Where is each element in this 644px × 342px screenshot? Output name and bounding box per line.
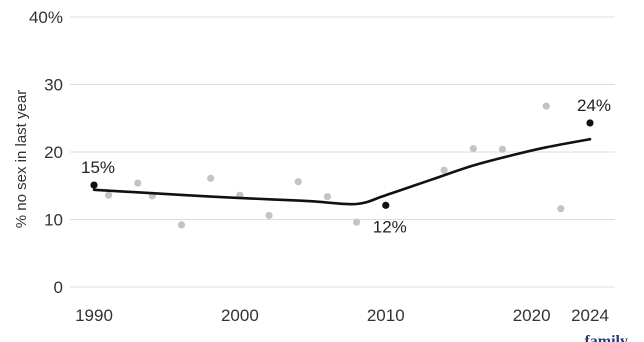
highlighted-points: [90, 119, 594, 209]
x-tick-label: 2010: [367, 306, 405, 325]
annotation-label: 12%: [373, 217, 407, 236]
y-tick-label: 30: [44, 76, 63, 95]
y-tick-label: 40%: [29, 8, 63, 27]
annotation-label: 24%: [577, 96, 611, 115]
data-point: [134, 179, 142, 187]
y-tick-label: 20: [44, 143, 63, 162]
data-point: [352, 218, 361, 226]
trend-line: [92, 137, 592, 206]
y-tick-label: 0: [54, 278, 63, 297]
x-tick-label: 2020: [513, 306, 551, 325]
y-axis-ticks: 0 10 20 30 40%: [29, 8, 63, 297]
x-axis-ticks: 1990 2000 2010 2020 2024: [75, 306, 609, 325]
data-point: [207, 174, 215, 182]
data-point: [177, 221, 186, 229]
highlight-point: [586, 119, 594, 127]
x-tick-label: 2000: [221, 306, 259, 325]
highlight-point: [90, 181, 98, 189]
data-point: [294, 178, 302, 186]
data-point: [440, 166, 448, 174]
x-tick-label: 2024: [571, 306, 609, 325]
data-point: [542, 102, 550, 110]
gridlines: [70, 16, 615, 288]
data-point: [498, 145, 507, 153]
highlight-point: [382, 201, 390, 209]
x-tick-label: 1990: [75, 306, 113, 325]
annotation-label: 15%: [81, 158, 115, 177]
data-point: [469, 145, 477, 153]
data-point: [557, 205, 565, 213]
annotations: 15% 12% 24%: [81, 96, 611, 236]
data-point: [265, 211, 273, 220]
data-points: [104, 102, 565, 229]
data-point: [323, 192, 332, 201]
y-axis-label: % no sex in last year: [13, 90, 30, 228]
brand-logo-text: family: [584, 333, 628, 342]
data-point: [104, 191, 113, 199]
y-tick-label: 10: [44, 211, 63, 230]
